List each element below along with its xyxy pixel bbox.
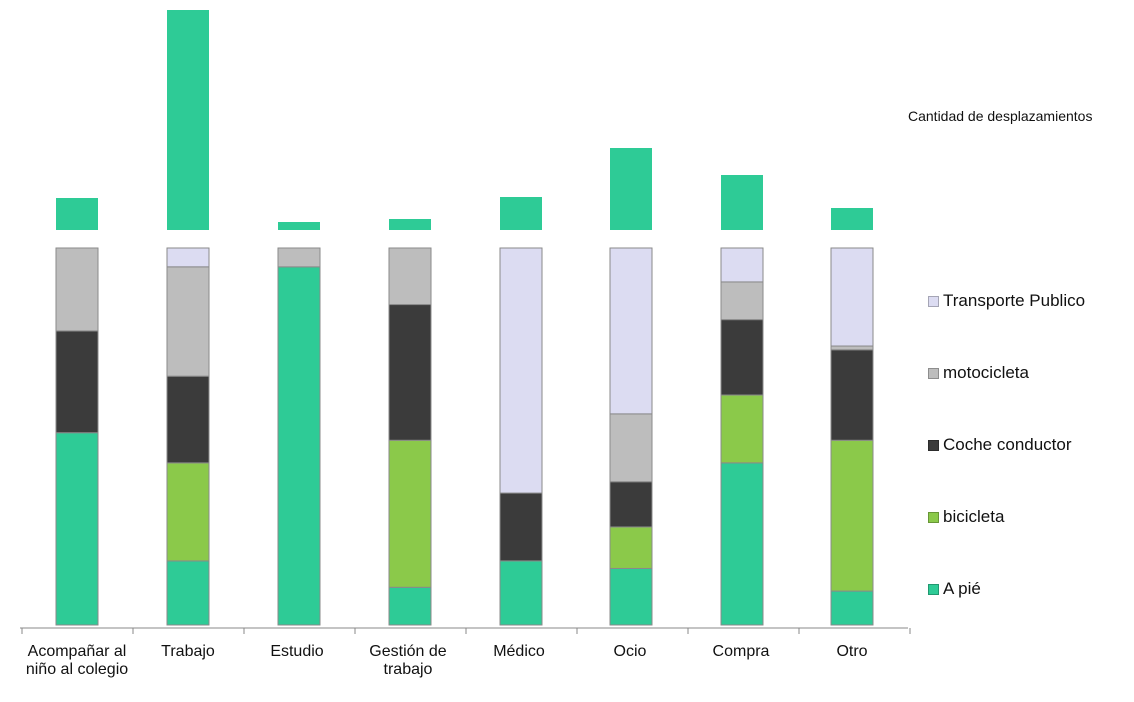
category-label: Otro: [836, 643, 868, 660]
stacked-segment: [388, 304, 432, 441]
stacked-segment: [720, 247, 764, 283]
top-bar: [56, 198, 98, 230]
stacked-segment: [720, 462, 764, 626]
stacked-segment: [720, 319, 764, 396]
legend-label: bicicleta: [943, 507, 1005, 526]
stacked-segment: [388, 247, 432, 306]
stacked-segment: [830, 439, 874, 592]
legend-swatch: [928, 296, 939, 307]
stacked-segment: [277, 266, 321, 626]
top-bar: [721, 175, 763, 230]
top-bar: [831, 208, 873, 230]
top-bar: [167, 10, 209, 230]
category-label: Compra: [712, 643, 770, 660]
stacked-segment: [388, 586, 432, 626]
stacked-segment: [609, 247, 653, 415]
top-bar: [278, 222, 320, 230]
top-bar: [610, 148, 652, 230]
stacked-segment: [55, 330, 99, 434]
stacked-segment: [166, 266, 210, 377]
stacked-segment: [55, 432, 99, 626]
legend-label: Transporte Publico: [943, 291, 1086, 310]
stacked-bars-group: [55, 247, 874, 626]
stacked-segment: [166, 375, 210, 464]
stacked-segment: [55, 247, 99, 332]
stacked-segment: [609, 413, 653, 483]
category-label: Médico: [493, 643, 545, 660]
stacked-segment: [166, 560, 210, 626]
stacked-segment: [499, 247, 543, 494]
stacked-segment: [499, 560, 543, 626]
legend-label: Coche conductor: [943, 435, 1072, 454]
stacked-segment: [277, 247, 321, 268]
category-label: Gestión de trabajo: [369, 643, 447, 678]
legend-label: motocicleta: [943, 363, 1029, 382]
legend-swatch: [928, 584, 939, 595]
stacked-segment: [499, 492, 543, 562]
stacked-segment: [388, 439, 432, 588]
stacked-segment: [830, 247, 874, 347]
legend-swatch: [928, 440, 939, 451]
category-label: Acompañar al niño al colegio: [25, 643, 129, 678]
stacked-segment: [720, 281, 764, 321]
stacked-segment: [609, 526, 653, 569]
x-axis-ticks: [21, 628, 911, 634]
legend-swatch: [928, 368, 939, 379]
stacked-segment: [830, 349, 874, 441]
category-label: Ocio: [613, 643, 647, 660]
legend-label: A pié: [943, 579, 981, 598]
top-bar: [389, 219, 431, 230]
stacked-segment: [609, 567, 653, 626]
top-bar: [500, 197, 542, 230]
stacked-segment: [720, 394, 764, 464]
stacked-segment: [830, 590, 874, 626]
stacked-segment: [166, 247, 210, 268]
stacked-segment: [609, 481, 653, 528]
chart-title: Cantidad de desplazamientos: [908, 108, 1093, 124]
legend-swatch: [928, 512, 939, 523]
category-label: Trabajo: [161, 643, 215, 660]
category-label: Estudio: [270, 643, 324, 660]
stacked-segment: [166, 462, 210, 562]
stacked-segment: [830, 345, 874, 351]
top-bars-group: [56, 10, 873, 230]
